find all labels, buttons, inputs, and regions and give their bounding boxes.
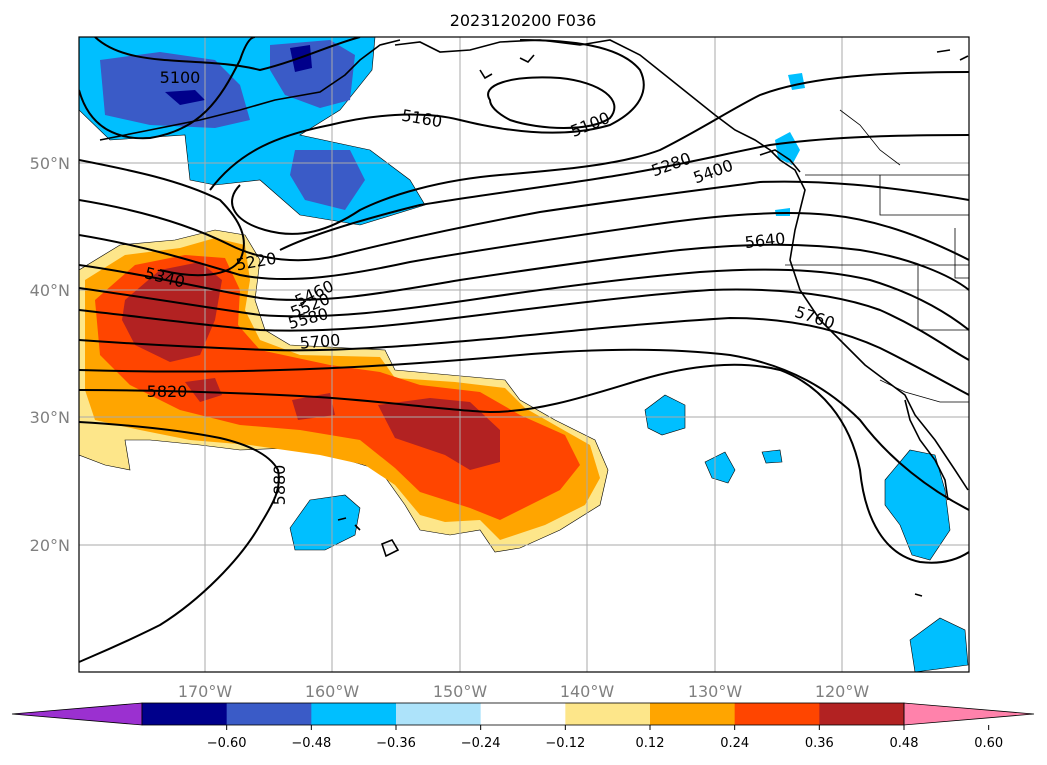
latitude-labels: 50°N 40°N 30°N 20°N — [30, 154, 70, 555]
colorbar-swatch — [565, 703, 651, 725]
colorbar-tick-label: −0.48 — [291, 736, 331, 751]
colorbar-tick-label: −0.36 — [376, 736, 416, 751]
lon-label-120w: 120°W — [815, 682, 870, 701]
colorbar-tick-label: 0.48 — [890, 736, 919, 751]
lon-label-160w: 160°W — [305, 682, 360, 701]
colorbar-tick-label: 0.24 — [720, 736, 749, 751]
lon-label-150w: 150°W — [433, 682, 488, 701]
colorbar-extend-low — [11, 702, 143, 726]
colorbar-tick-label: 0.36 — [805, 736, 834, 751]
colorbar-swatch — [142, 703, 228, 725]
colorbar-swatch — [311, 703, 397, 725]
colorbar-tick-label: −0.60 — [207, 736, 247, 751]
coastlines — [99, 39, 969, 597]
colorbar-extend-high — [903, 702, 1035, 726]
contour-label-5820: 5820 — [147, 382, 188, 401]
colorbar-tick-label: 0.60 — [974, 736, 1003, 751]
lat-label-40n: 40°N — [30, 281, 70, 300]
colorbar-tick-label: −0.24 — [461, 736, 501, 751]
contour-label-5700: 5700 — [299, 330, 341, 352]
contour-label-5880: 5880 — [270, 465, 289, 506]
map-frame — [78, 36, 970, 673]
colorbar-swatch — [819, 703, 905, 725]
contour-label-5100-west: 5100 — [160, 68, 201, 87]
map-title: 2023120200 F036 — [450, 11, 597, 30]
colorbar-swatch — [226, 703, 312, 725]
lat-label-20n: 20°N — [30, 536, 70, 555]
lat-label-50n: 50°N — [30, 154, 70, 173]
colorbar: −0.60 −0.48 −0.36 −0.24 −0.12 0.12 0.24 0.36 0.4… — [11, 702, 1035, 751]
longitude-labels: 170°W 160°W 150°W 140°W 130°W 120°W — [178, 682, 870, 701]
map-area: 5100 5160 5100 5280 5400 5220 5340 5460 … — [30, 36, 970, 701]
colorbar-swatch — [480, 703, 566, 725]
height-contours — [79, 37, 969, 663]
colorbar-frame — [141, 702, 905, 726]
lat-label-30n: 30°N — [30, 408, 70, 427]
lon-label-130w: 130°W — [688, 682, 743, 701]
colorbar-tick-label: −0.12 — [545, 736, 585, 751]
lon-label-140w: 140°W — [560, 682, 615, 701]
colorbar-swatch — [734, 703, 820, 725]
colorbar-swatch — [650, 703, 736, 725]
contour-label-5640: 5640 — [744, 229, 786, 252]
negative-anomaly-shading — [79, 37, 969, 672]
graticule — [79, 37, 969, 672]
colorbar-swatch — [396, 703, 482, 725]
colorbar-tick-label: 0.12 — [636, 736, 665, 751]
lon-label-170w: 170°W — [178, 682, 233, 701]
